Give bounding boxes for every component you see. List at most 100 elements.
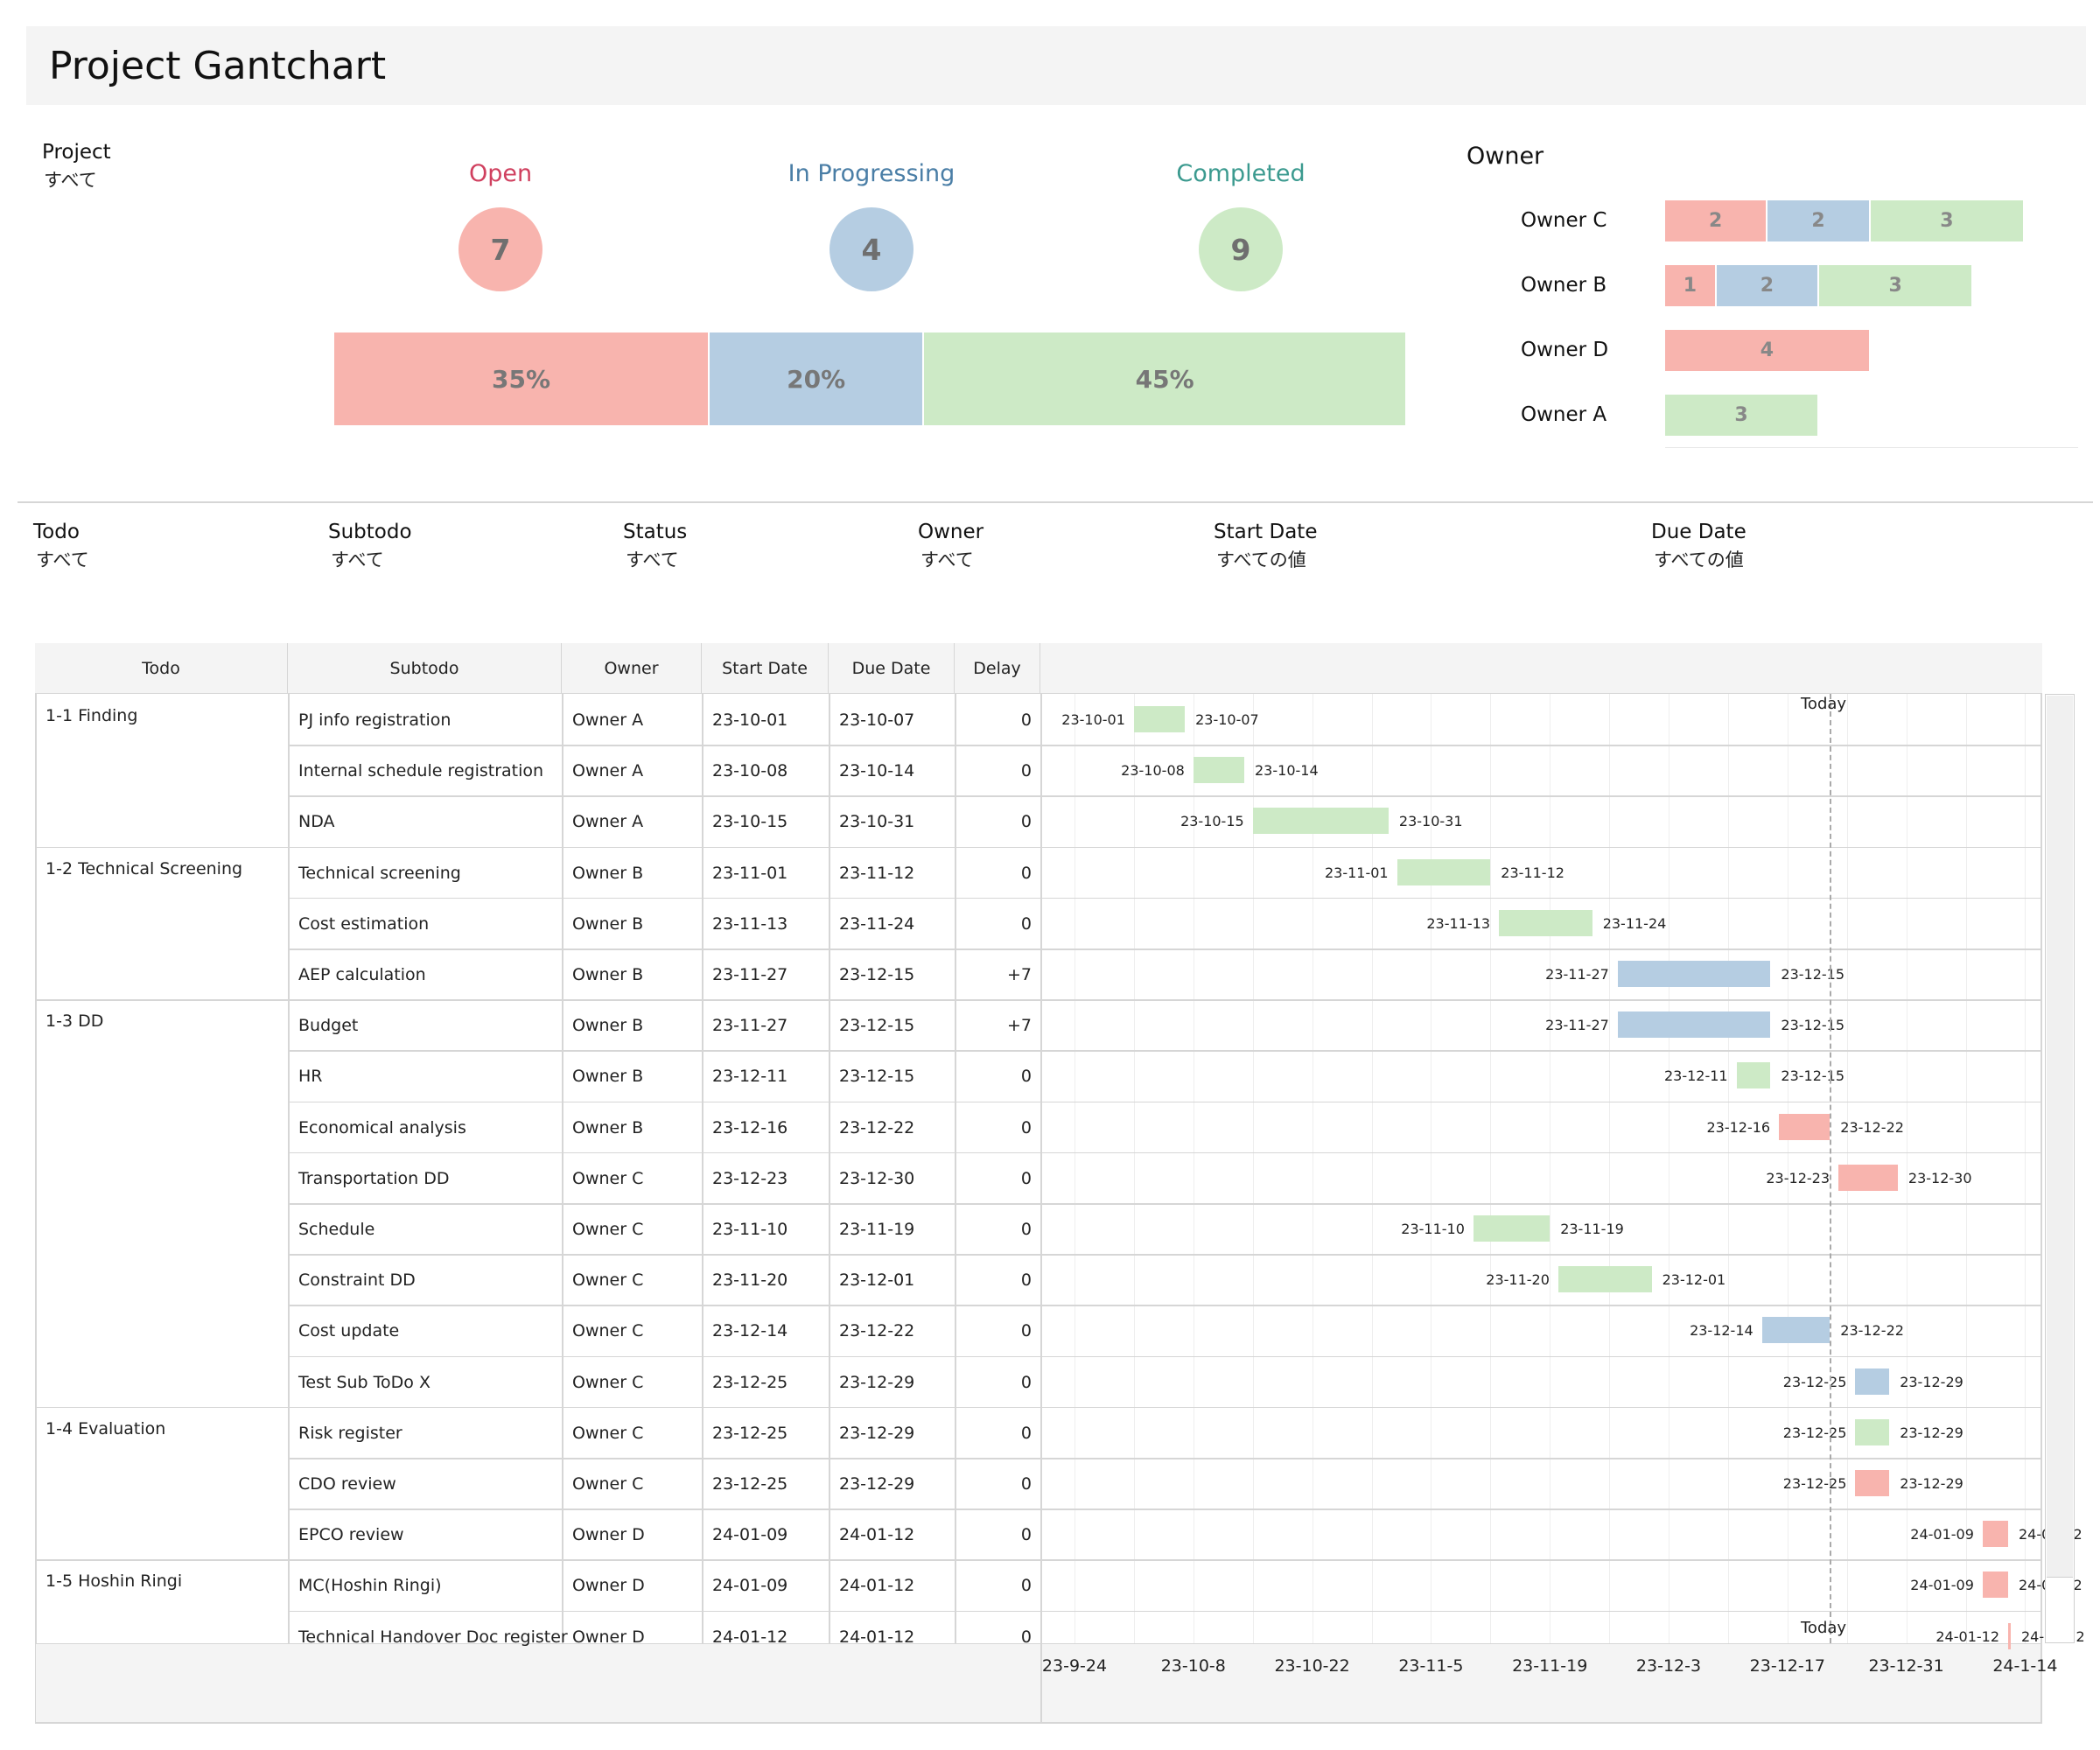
gantt-bar-completed[interactable]	[1133, 706, 1186, 732]
gantt-bar-completed[interactable]	[1499, 909, 1592, 936]
gantt-bar-due-label: 23-12-15	[1781, 1017, 1845, 1034]
owner-cell: Owner D	[572, 1576, 645, 1596]
gantt-bar-completed[interactable]	[1396, 858, 1491, 886]
row-divider	[36, 1406, 2040, 1409]
owner-cell: Owner C	[572, 1423, 644, 1443]
subtodo-cell[interactable]: PJ info registration	[298, 710, 452, 730]
gantt-bar-progress[interactable]	[1761, 1317, 1830, 1344]
gantt-bar-completed[interactable]	[1193, 757, 1244, 784]
subtodo-cell[interactable]: AEP calculation	[298, 965, 426, 984]
delay-cell: 0	[1020, 1270, 1032, 1291]
owner-segment-completed: 3	[1870, 200, 2023, 242]
subtodo-cell[interactable]: Constraint DD	[298, 1270, 416, 1291]
gantt-table	[35, 643, 2042, 1724]
delay-cell: 0	[1020, 1423, 1032, 1443]
column-divider	[288, 694, 290, 1643]
delay-cell: 0	[1020, 710, 1032, 730]
gantt-bar-open[interactable]	[1982, 1521, 2008, 1548]
subtodo-cell[interactable]: NDA	[298, 812, 335, 832]
gantt-bar-start-label: 23-11-27	[1545, 1017, 1609, 1034]
filter-value-owner[interactable]: すべて	[920, 550, 974, 570]
row-divider	[288, 1050, 2040, 1052]
row-divider	[36, 1559, 2040, 1561]
subtodo-cell[interactable]: Technical screening	[298, 863, 461, 883]
row-divider	[288, 1508, 2040, 1510]
subtodo-cell[interactable]: Economical analysis	[298, 1117, 466, 1138]
delay-cell: 0	[1020, 1474, 1032, 1494]
column-header-due-date[interactable]: Due Date	[829, 643, 955, 694]
owner-cell: Owner B	[572, 965, 644, 984]
subtodo-cell[interactable]: EPCO review	[298, 1525, 404, 1545]
due-date-cell: 23-11-24	[839, 914, 915, 934]
gantt-bar-completed[interactable]	[1252, 808, 1389, 835]
subtodo-cell[interactable]: Budget	[298, 1016, 359, 1036]
subtodo-cell[interactable]: Schedule	[298, 1220, 375, 1239]
todo-group-cell: 1-5 Hoshin Ringi	[46, 1572, 183, 1592]
column-divider	[702, 694, 704, 1643]
gantt-bar-completed[interactable]	[1855, 1418, 1890, 1446]
owner-segment-completed: 3	[1819, 265, 1972, 306]
column-header-todo[interactable]: Todo	[35, 643, 288, 694]
timeline-axis-label: 23-11-19	[1512, 1656, 1588, 1676]
row-divider	[288, 795, 2040, 797]
filter-value-status[interactable]: すべて	[626, 550, 679, 570]
filter-label-todo: Todo	[33, 521, 80, 543]
start-date-cell: 23-10-08	[712, 761, 788, 781]
subtodo-cell[interactable]: CDO review	[298, 1474, 396, 1494]
gantt-bar-start-label: 23-12-23	[1766, 1169, 1830, 1186]
status-label-open: Open	[468, 160, 533, 187]
gantt-bar-open[interactable]	[1779, 1113, 1830, 1140]
scrollbar-thumb[interactable]	[2047, 696, 2073, 1578]
subtodo-cell[interactable]: Risk register	[298, 1423, 402, 1443]
gantt-bar-due-label: 23-10-07	[1195, 711, 1259, 728]
timeline-gridline	[1074, 694, 1075, 1643]
subtodo-cell[interactable]: HR	[298, 1067, 323, 1087]
start-date-cell: 23-11-27	[712, 965, 788, 984]
column-header-start-date[interactable]: Start Date	[702, 643, 829, 694]
subtodo-cell[interactable]: Internal schedule registration	[298, 761, 544, 781]
gantt-bar-start-label: 23-11-20	[1486, 1271, 1550, 1289]
gantt-bar-progress[interactable]	[1617, 1012, 1771, 1039]
delay-cell: 0	[1020, 812, 1032, 832]
column-header-subtodo[interactable]: Subtodo	[288, 643, 562, 694]
filter-value-todo[interactable]: すべて	[36, 550, 89, 570]
owner-segment-progress: 2	[1768, 200, 1869, 242]
gantt-bar-open[interactable]	[1982, 1572, 2008, 1599]
subtodo-cell[interactable]: Transportation DD	[298, 1168, 450, 1188]
subtodo-cell[interactable]: Technical Handover Doc register	[298, 1627, 568, 1647]
delay-cell: 0	[1020, 1067, 1032, 1087]
gantt-bar-open[interactable]	[1855, 1470, 1890, 1496]
today-line	[1830, 694, 1832, 1643]
row-divider	[288, 1610, 2040, 1613]
filter-value-subtodo[interactable]: すべて	[331, 550, 384, 570]
owner-cell: Owner C	[572, 1168, 644, 1188]
gantt-bar-completed[interactable]	[1558, 1266, 1652, 1293]
column-header-delay[interactable]: Delay	[955, 643, 1040, 694]
project-slicer-value[interactable]: すべて	[44, 170, 97, 191]
filter-label-subtodo: Subtodo	[328, 521, 412, 543]
filter-value-start-date[interactable]: すべての値	[1216, 550, 1306, 570]
gantt-bar-open[interactable]	[1838, 1164, 1898, 1191]
column-divider	[955, 694, 956, 1643]
gantt-bar-completed[interactable]	[1736, 1062, 1771, 1089]
gantt-bar-open[interactable]	[2008, 1622, 2011, 1649]
subtodo-cell[interactable]: Cost update	[298, 1321, 400, 1341]
delay-cell: 0	[1020, 1168, 1032, 1188]
delay-cell: 0	[1020, 914, 1032, 934]
owner-cell: Owner C	[572, 1220, 644, 1239]
delay-cell: 0	[1020, 761, 1032, 781]
timeline-gridline	[1669, 694, 1670, 1643]
subtodo-cell[interactable]: Test Sub ToDo X	[298, 1372, 430, 1392]
project-slicer-label: Project	[42, 141, 111, 164]
timeline-gridline	[1371, 694, 1373, 1643]
gantt-bar-progress[interactable]	[1855, 1368, 1890, 1395]
filter-value-due-date[interactable]: すべての値	[1654, 550, 1744, 570]
gantt-bar-completed[interactable]	[1473, 1215, 1550, 1242]
gantt-bar-start-label: 23-11-10	[1401, 1221, 1465, 1237]
subtodo-cell[interactable]: Cost estimation	[298, 914, 430, 934]
column-header-owner[interactable]: Owner	[562, 643, 702, 694]
gantt-bar-progress[interactable]	[1617, 961, 1771, 987]
start-date-cell: 24-01-09	[712, 1525, 788, 1545]
subtodo-cell[interactable]: MC(Hoshin Ringi)	[298, 1576, 442, 1596]
filter-label-start-date: Start Date	[1214, 521, 1318, 543]
